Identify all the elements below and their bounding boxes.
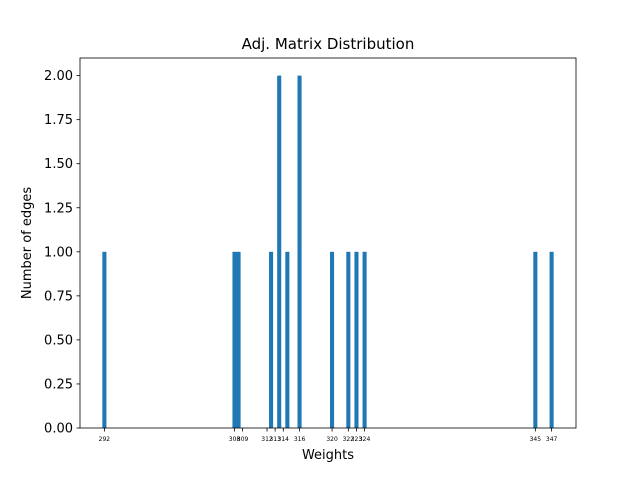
x-tick-label: 312 [261,436,273,443]
x-tick-label: 314 [278,436,290,443]
y-tick-label: 1.25 [44,201,73,216]
bar [277,75,282,429]
x-tick-label: 292 [99,436,111,443]
x-tick-label: 309 [237,436,249,443]
y-tick-label: 0.50 [44,333,73,348]
bar [269,251,274,428]
y-tick-label: 0.25 [44,377,73,392]
bar [285,251,290,428]
x-tick-label: 323 [351,436,363,443]
bar [346,251,351,428]
bar [330,251,335,428]
bar [232,251,237,428]
bar [297,75,302,429]
bar [549,251,554,428]
x-tick-label: 320 [326,436,338,443]
chart-title: Adj. Matrix Distribution [242,35,415,53]
x-tick-label: 347 [546,436,558,443]
y-tick-label: 0.75 [44,289,73,304]
y-tick-label: 1.75 [44,113,73,128]
bar [236,251,241,428]
x-tick-label: 308 [229,436,241,443]
y-tick-label: 0.00 [44,422,73,437]
bar [362,251,367,428]
y-tick-label: 1.00 [44,245,73,260]
x-tick-label: 324 [359,436,371,443]
y-tick-label: 2.00 [44,69,73,84]
bar [102,251,107,428]
plot-frame [79,57,577,429]
y-tick-label: 1.50 [44,157,73,172]
x-tick-label: 322 [343,436,355,443]
bar [354,251,359,428]
y-axis-label: Number of edges [20,187,35,300]
x-tick-label: 345 [530,436,542,443]
x-tick-label: 313 [269,436,281,443]
bar [533,251,538,428]
x-axis-label: Weights [302,448,354,463]
x-tick-label: 316 [294,436,306,443]
